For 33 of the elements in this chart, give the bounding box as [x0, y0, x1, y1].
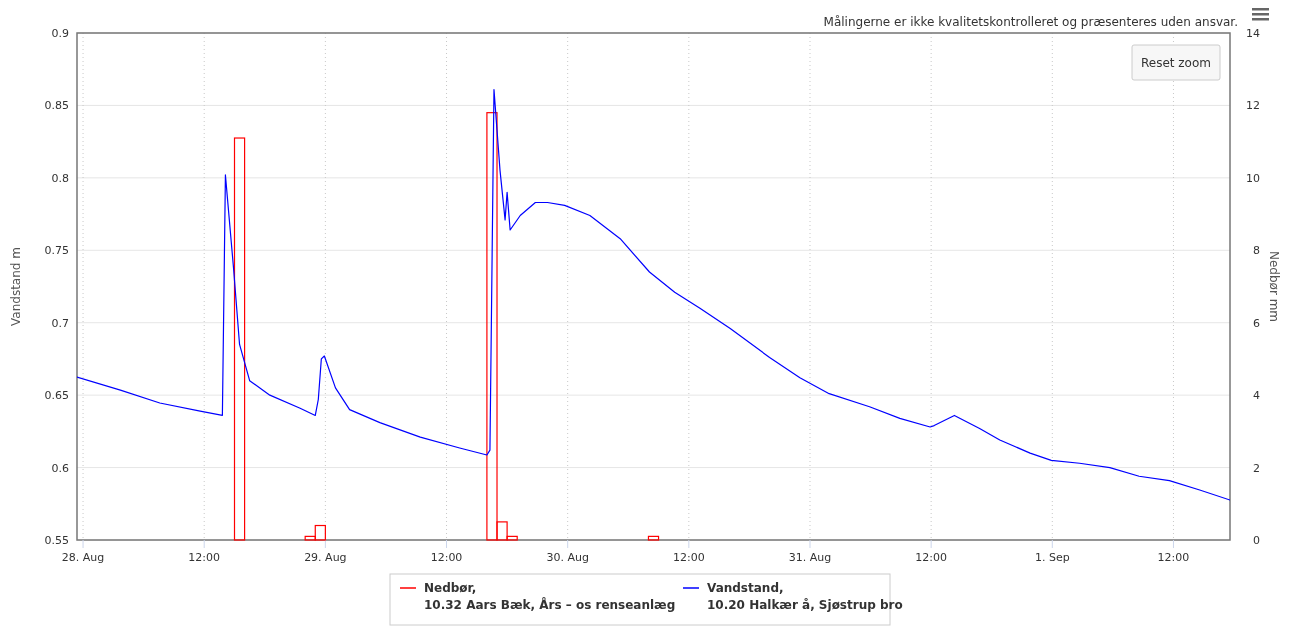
y-tick-label: 0.85 [44, 99, 69, 113]
x-tick-label: 30. Aug [546, 551, 589, 564]
x-tick-label: 28. Aug [61, 551, 105, 564]
legend-label: Vandstand, 10.20 Halkær å, Sjøstrup bro [707, 581, 903, 612]
chart-title: Målingerne er ikke kvalitetskontrolleret og præsenteres uden ansvar. [823, 15, 1238, 29]
x-tick-label: 12:00 [430, 551, 463, 564]
x-tick-label: 12:00 [1157, 551, 1190, 564]
y-tick-label: 0.7 [51, 316, 69, 330]
x-tick-label: 1. Sep [1034, 551, 1070, 564]
y2-tick-label: 8 [1253, 244, 1260, 258]
y-tick-label: 0.75 [44, 244, 69, 258]
y-tick-label: 0.55 [44, 534, 69, 547]
y-tick-label: 0.8 [51, 171, 69, 185]
annotation: Reset zoom [1140, 56, 1212, 70]
button: Reset zoom [1131, 44, 1221, 81]
x-tick-label: 12:00 [188, 551, 221, 564]
y2-tick-label: 10 [1246, 171, 1260, 185]
y2-tick-label: 4 [1253, 389, 1260, 403]
y2-tick-label: 12 [1246, 99, 1260, 113]
y2-tick-label: 6 [1253, 316, 1260, 330]
x-tick-label: 12:00 [672, 551, 705, 564]
legend-label: Nedbør, 10.32 Aars Bæk, Års – os renseanlæg [424, 581, 676, 612]
y-tick-label: 0.9 [51, 27, 69, 40]
y2-tick-label: 0 [1253, 534, 1260, 547]
x-tick-label: 12:00 [915, 551, 947, 564]
y2-tick-label: 14 [1246, 27, 1260, 40]
x-tick-label: 31. Aug [788, 551, 832, 564]
y2-tick-label: 2 [1253, 461, 1260, 475]
y2-axis-title: Nedbør mm [1267, 250, 1281, 323]
y-tick-label: 0.6 [51, 461, 69, 475]
x-tick-label: 29. Aug [304, 551, 347, 564]
y-axis-title: Vandstand m [9, 247, 23, 326]
y-tick-label: 0.65 [44, 389, 69, 403]
